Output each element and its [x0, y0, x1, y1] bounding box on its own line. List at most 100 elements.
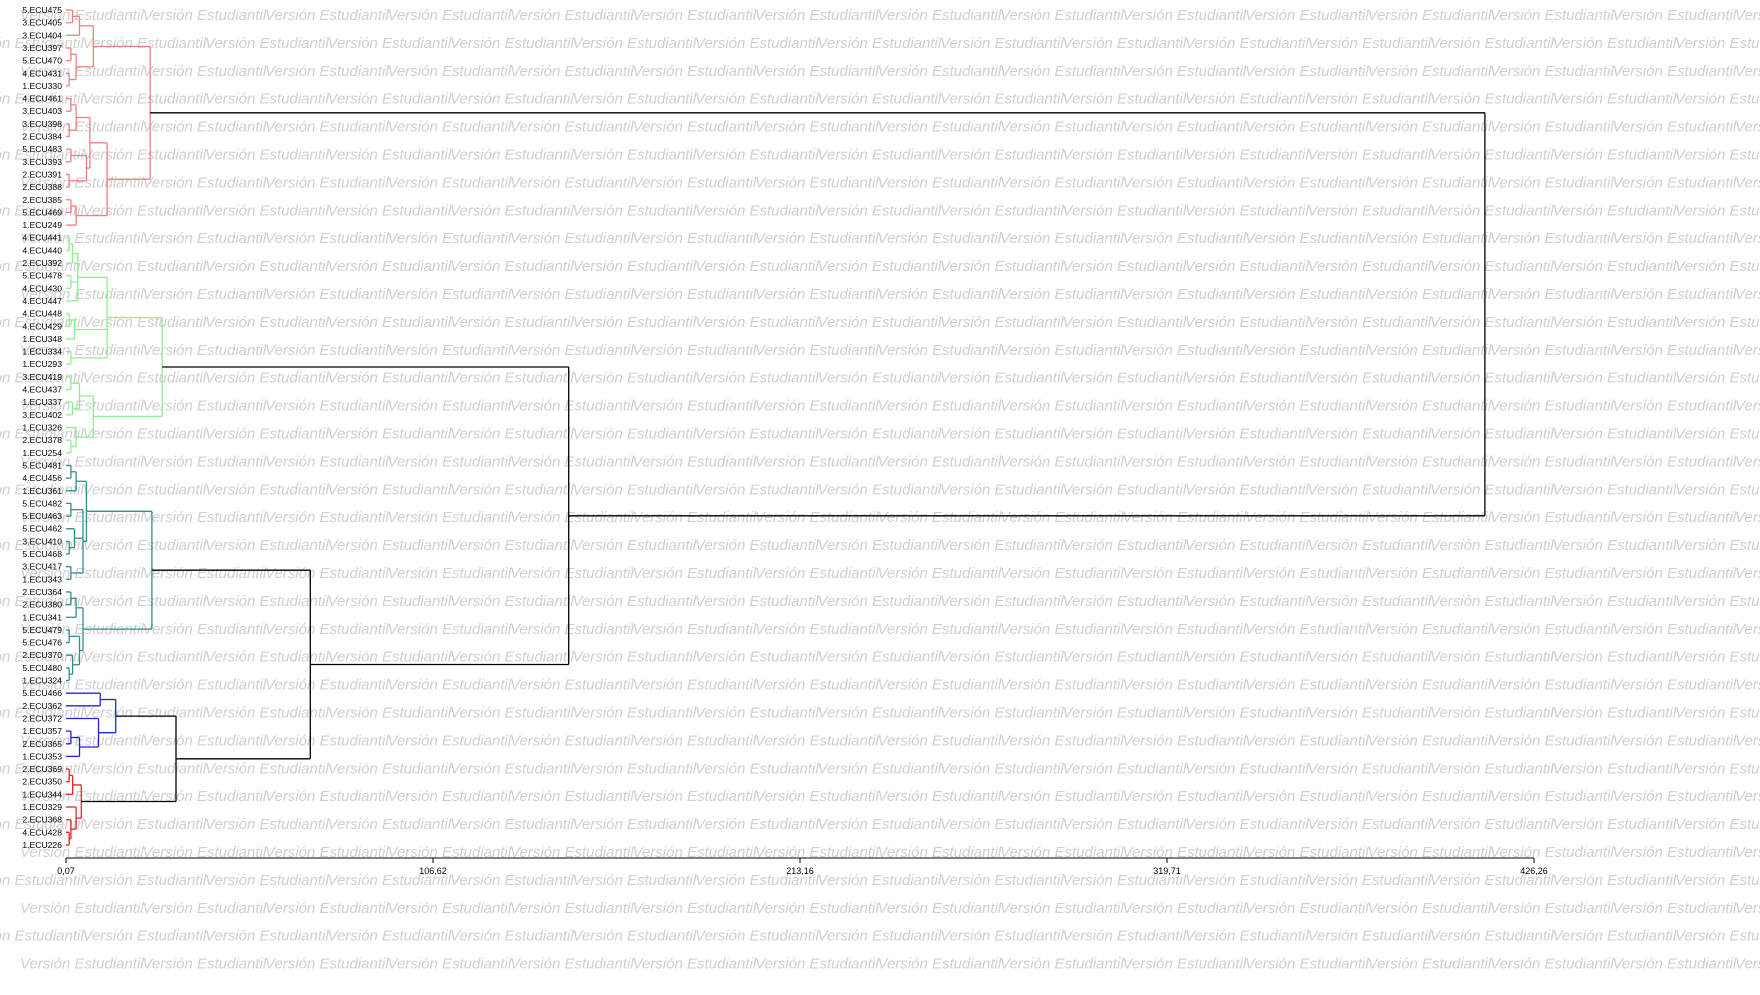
watermark-text: Versión Estudiantil — [143, 7, 267, 24]
x-tick-label: 106,62 — [419, 866, 447, 876]
watermark-text: Versión Estudiantil — [1430, 147, 1554, 164]
watermark-text: Versión Estudiantil — [388, 453, 512, 470]
watermark-text: Versión Estudiantil — [633, 509, 757, 526]
watermark-text: Versión Estudiantil — [1368, 844, 1492, 861]
watermark-text: Versión Estudiantil — [940, 258, 1064, 275]
watermark-text: Versión Estudiantil — [1308, 147, 1432, 164]
watermark-text: Versión Estudiantil — [328, 928, 452, 945]
watermark-text: Versión Estudiantil — [1675, 816, 1760, 833]
watermark-text: Versión Estudiantil — [0, 760, 84, 777]
watermark-text: Versión Estudiantil — [1245, 342, 1369, 359]
watermark-text: Versión Estudiantil — [205, 816, 329, 833]
watermark-text: Versión Estudiantil — [878, 732, 1002, 749]
watermark-text: Versión Estudiantil — [1490, 453, 1614, 470]
watermark-text: Versión Estudiantil — [818, 872, 942, 889]
watermark-text: Versión Estudiantil — [1000, 732, 1124, 749]
watermark-text: Versión Estudiantil — [633, 900, 757, 917]
watermark-text: Versión Estudiantil — [1553, 314, 1677, 331]
watermark-text: Versión Estudiantil — [1490, 398, 1614, 415]
watermark-text: Versión Estudiantil — [20, 900, 144, 917]
watermark-text: Versión Estudiantil — [83, 537, 207, 554]
watermark-text: Versión Estudiantil — [510, 565, 634, 582]
watermark-text: Versión Estudiantil — [878, 453, 1002, 470]
watermark-text: Versión Estudiantil — [695, 705, 819, 722]
watermark-text: Versión Estudiantil — [388, 119, 512, 136]
watermark-text: Versión Estudiantil — [573, 35, 697, 52]
watermark-text: Versión Estudiantil — [573, 91, 697, 108]
watermark-text: Versión Estudiantil — [1063, 928, 1187, 945]
watermark-text: Versión Estudiantil — [1553, 872, 1677, 889]
watermark-text: Versión Estudiantil — [1123, 119, 1247, 136]
watermark-text: Versión Estudiantil — [818, 537, 942, 554]
watermark-text: Versión Estudiantil — [1490, 230, 1614, 247]
watermark-text: Versión Estudiantil — [450, 202, 574, 219]
watermark-text: Versión Estudiantil — [1123, 788, 1247, 805]
watermark-text: Versión Estudiantil — [878, 342, 1002, 359]
watermark-text: Versión Estudiantil — [1368, 174, 1492, 191]
watermark-text: Versión Estudiantil — [878, 956, 1002, 973]
watermark-text: Versión Estudiantil — [940, 35, 1064, 52]
watermark-text: Versión Estudiantil — [1735, 565, 1760, 582]
watermark-text: Versión Estudiantil — [1000, 230, 1124, 247]
watermark-text: Versión Estudiantil — [450, 928, 574, 945]
watermark-text: Versión Estudiantil — [818, 426, 942, 443]
watermark-text: Versión Estudiantil — [1308, 426, 1432, 443]
watermark-text: Versión Estudiantil — [1123, 230, 1247, 247]
watermark-text: Versión Estudiantil — [328, 760, 452, 777]
watermark-text: Versión Estudiantil — [755, 230, 879, 247]
watermark-text: Versión Estudiantil — [1123, 677, 1247, 694]
watermark-text: Versión Estudiantil — [143, 621, 267, 638]
watermark-text: Versión Estudiantil — [1368, 7, 1492, 24]
watermark-text: Versión Estudiantil — [0, 202, 84, 219]
leaf-label: 4.ECU440 — [22, 245, 62, 255]
watermark-text: Versión Estudiantil — [1490, 119, 1614, 136]
leaf-label: 1.ECU329 — [22, 802, 62, 812]
watermark-text: Versión Estudiantil — [1245, 174, 1369, 191]
watermark-text: Versión Estudiantil — [695, 314, 819, 331]
watermark-text: Versión Estudiantil — [1308, 35, 1432, 52]
leaf-label: 1.ECU341 — [22, 612, 62, 622]
watermark-text: Versión Estudiantil — [1490, 677, 1614, 694]
watermark-text: Versión Estudiantil — [878, 677, 1002, 694]
leaf-label: 5.ECU479 — [22, 625, 62, 635]
watermark-text: Versión Estudiantil — [573, 593, 697, 610]
watermark-text: Versión Estudiantil — [573, 202, 697, 219]
watermark-text: Versión Estudiantil — [510, 956, 634, 973]
watermark-text: Versión Estudiantil — [633, 621, 757, 638]
watermark-text: Versión Estudiantil — [1675, 258, 1760, 275]
watermark-text: Versión Estudiantil — [388, 621, 512, 638]
watermark-text: Versión Estudiantil — [0, 705, 84, 722]
watermark-text: Versión Estudiantil — [143, 732, 267, 749]
watermark-text: Versión Estudiantil — [818, 928, 942, 945]
watermark-text: Versión Estudiantil — [1430, 872, 1554, 889]
watermark-text: Versión Estudiantil — [388, 565, 512, 582]
watermark-text: Versión Estudiantil — [940, 760, 1064, 777]
watermark-text: Versión Estudiantil — [1000, 342, 1124, 359]
watermark-text: Versión Estudiantil — [1185, 705, 1309, 722]
watermark-text: Versión Estudiantil — [510, 788, 634, 805]
watermark-text: Versión Estudiantil — [1000, 677, 1124, 694]
watermark-text: Versión Estudiantil — [1553, 370, 1677, 387]
watermark-text: Versión Estudiantil — [1063, 258, 1187, 275]
watermark-text: Versión Estudiantil — [0, 314, 84, 331]
watermark-text: Versión Estudiantil — [143, 342, 267, 359]
watermark-text: Versión Estudiantil — [265, 509, 389, 526]
watermark-text: Versión Estudiantil — [265, 565, 389, 582]
watermark-text: Versión Estudiantil — [1368, 230, 1492, 247]
watermark-text: Versión Estudiantil — [878, 621, 1002, 638]
watermark-text: Versión Estudiantil — [265, 63, 389, 80]
leaf-label: 4.ECU448 — [22, 309, 62, 319]
watermark-text: Versión Estudiantil — [143, 844, 267, 861]
watermark-text: Versión Estudiantil — [1368, 565, 1492, 582]
watermark-text: Versión Estudiantil — [388, 63, 512, 80]
watermark-text: Versión Estudiantil — [388, 844, 512, 861]
watermark-text: Versión Estudiantil — [143, 900, 267, 917]
watermark-text: Versión Estudiantil — [755, 844, 879, 861]
watermark-text: Versión Estudiantil — [573, 370, 697, 387]
watermark-text: Versión Estudiantil — [1063, 147, 1187, 164]
watermark-text: Versión Estudiantil — [20, 7, 144, 24]
watermark-text: Versión Estudiantil — [1490, 788, 1614, 805]
watermark-text: Versión Estudiantil — [1490, 844, 1614, 861]
leaf-label: 3.ECU398 — [22, 119, 62, 129]
